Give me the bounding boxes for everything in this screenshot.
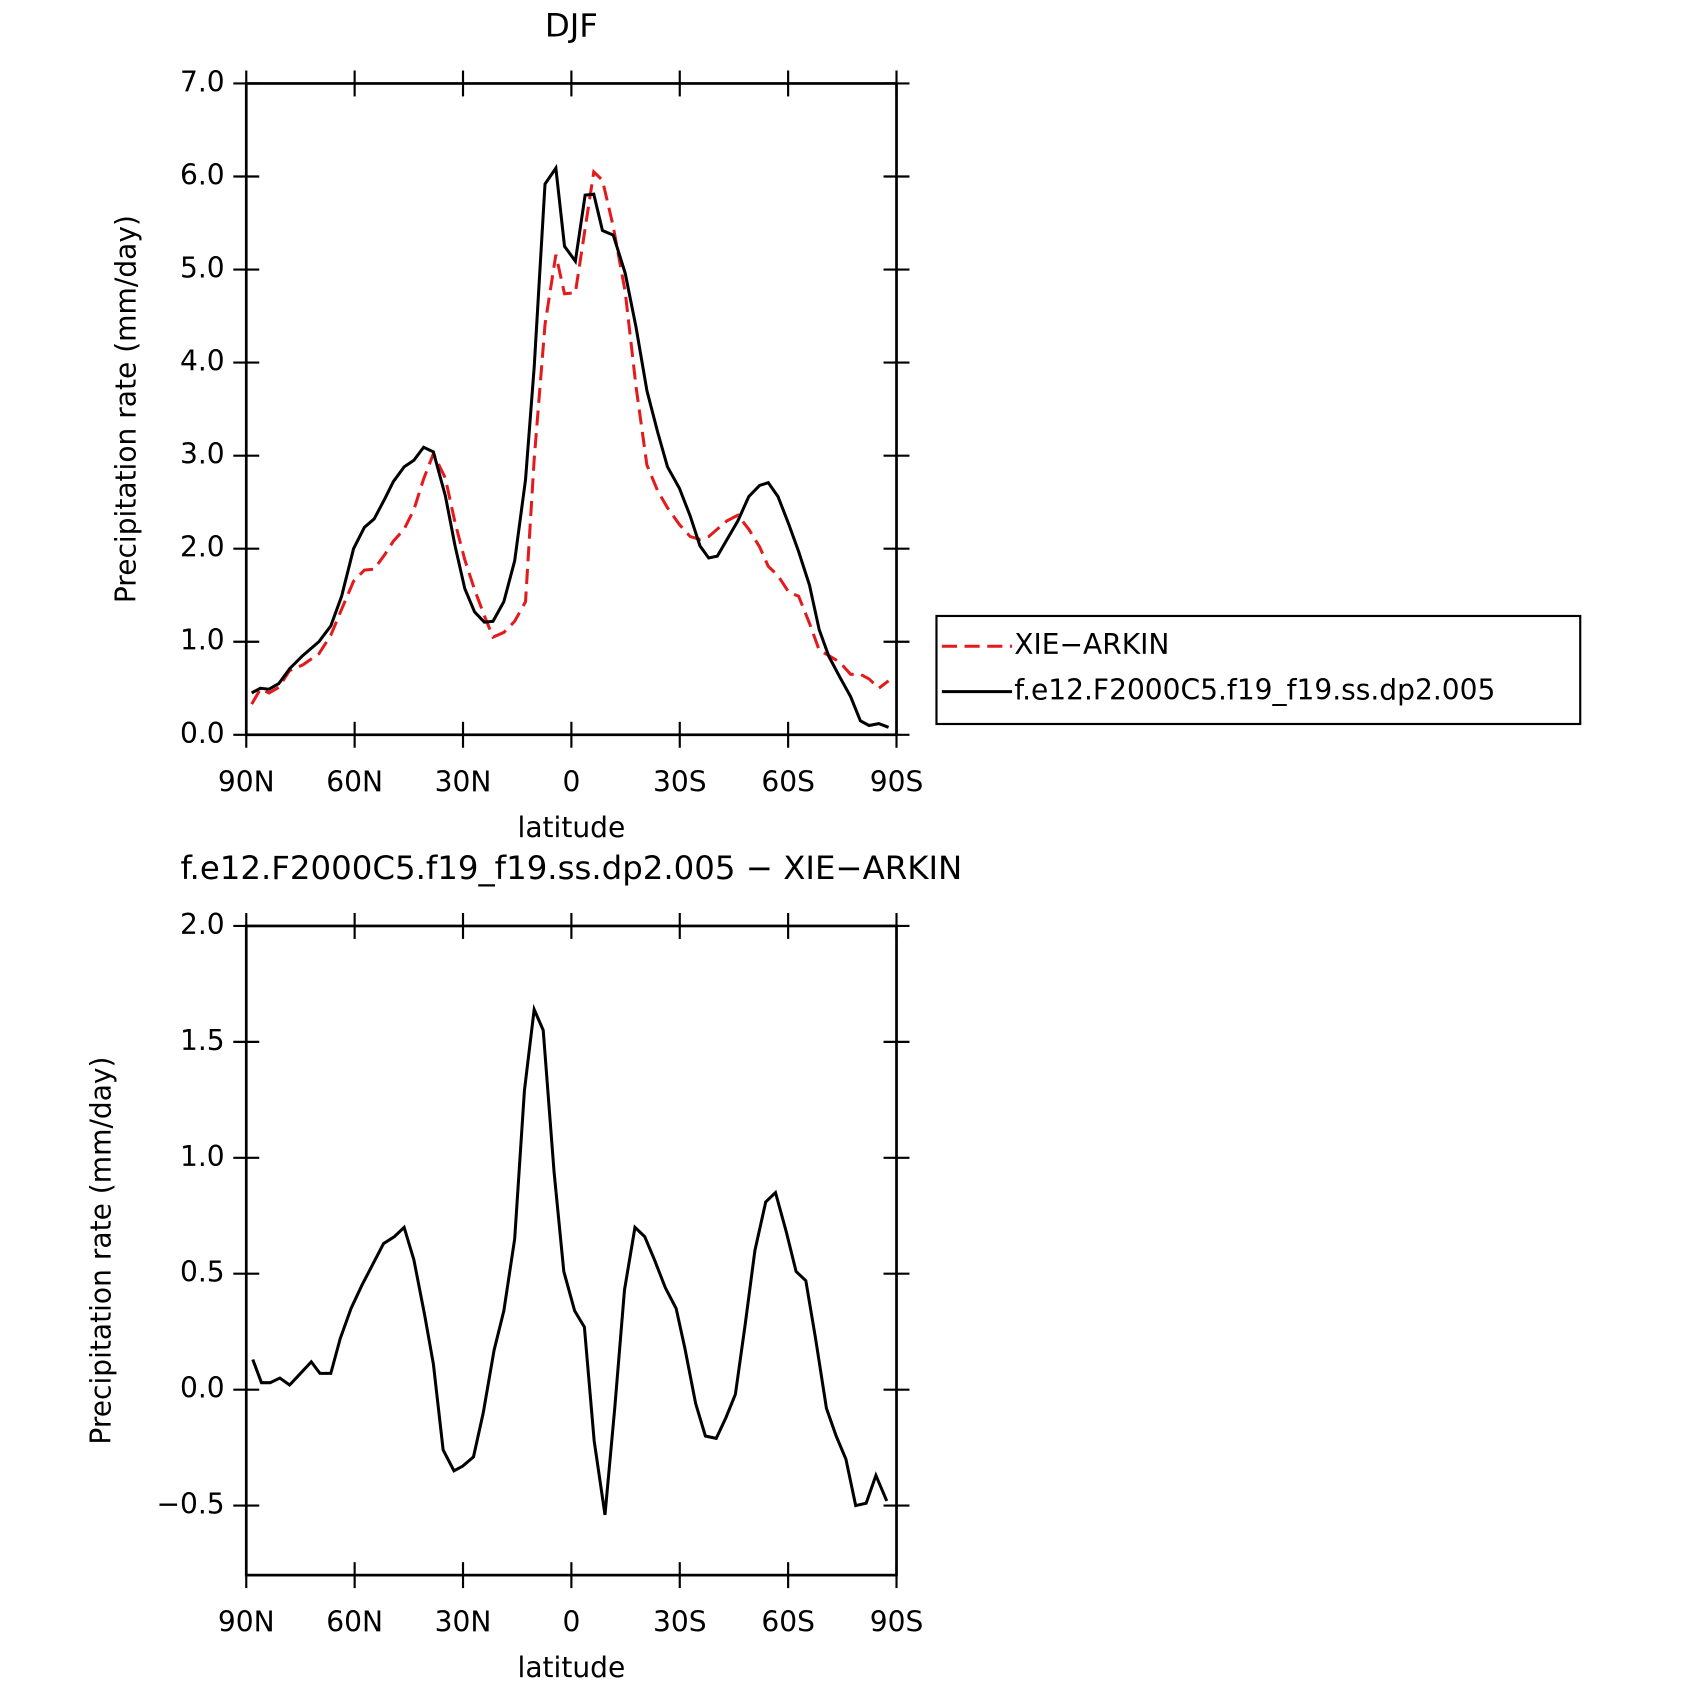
- x-tick-label: 60N: [326, 765, 383, 798]
- data-line: [251, 1003, 889, 1516]
- chart-title: f.e12.F2000C5.f19_f19.ss.dp2.005 − XIE−A…: [181, 849, 963, 887]
- y-tick-label: 6.0: [180, 159, 225, 192]
- x-tick-label: 90S: [870, 1606, 924, 1639]
- plot-frame: [244, 924, 898, 1577]
- y-tick-label: 7.0: [180, 65, 225, 98]
- x-axis-label: latitude: [518, 811, 626, 844]
- y-tick-label: 1.0: [180, 624, 225, 657]
- x-tick-label: 30S: [653, 765, 707, 798]
- y-tick-label: 4.0: [180, 345, 225, 378]
- y-tick-label: 0.0: [180, 1372, 225, 1405]
- x-tick-label: 90N: [218, 1606, 275, 1639]
- y-tick-label: 1.5: [180, 1024, 225, 1057]
- x-axis-label: latitude: [518, 1651, 626, 1684]
- legend-box: [935, 614, 1582, 726]
- x-tick-label: 60S: [761, 1606, 815, 1639]
- x-tick-label: 90N: [218, 765, 275, 798]
- y-tick-label: 0.5: [180, 1256, 225, 1289]
- data-line: [250, 168, 890, 705]
- x-tick-label: 0: [562, 765, 580, 798]
- y-tick-label: 0.0: [180, 717, 225, 750]
- data-line: [250, 163, 890, 729]
- x-tick-label: 0: [562, 1606, 580, 1639]
- y-tick-label: −0.5: [156, 1488, 224, 1521]
- x-tick-label: 30S: [653, 1606, 707, 1639]
- x-tick-label: 60N: [326, 1606, 383, 1639]
- y-tick-label: 5.0: [180, 252, 225, 285]
- y-axis-label: Precipitation rate (mm/day): [109, 215, 142, 603]
- legend-label: f.e12.F2000C5.f19_f19.ss.dp2.005: [1014, 674, 1495, 707]
- legend-label: XIE−ARKIN: [1014, 628, 1169, 661]
- y-axis-label: Precipitation rate (mm/day): [85, 1056, 118, 1444]
- x-tick-label: 90S: [870, 765, 924, 798]
- x-tick-label: 30N: [435, 1606, 492, 1639]
- chart-title: DJF: [545, 6, 598, 44]
- y-tick-label: 1.0: [180, 1140, 225, 1173]
- x-tick-label: 30N: [435, 765, 492, 798]
- y-tick-label: 2.0: [180, 531, 225, 564]
- x-tick-label: 60S: [761, 765, 815, 798]
- y-tick-label: 3.0: [180, 438, 225, 471]
- y-tick-label: 2.0: [180, 908, 225, 941]
- plot-frame: [244, 82, 898, 737]
